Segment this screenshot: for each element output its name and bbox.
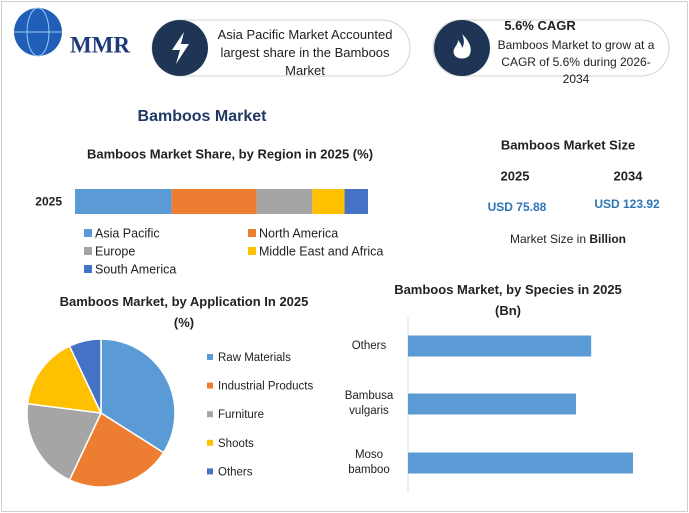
bar — [408, 452, 633, 474]
bar-segment — [256, 189, 313, 214]
flame-icon — [453, 34, 471, 59]
year: 2034 — [614, 168, 644, 183]
legend-swatch — [207, 439, 213, 446]
legend-swatch — [248, 247, 256, 255]
legend-label: Middle East and Africa — [259, 244, 383, 258]
legend-label: Others — [218, 466, 253, 478]
bolt-icon — [172, 32, 189, 64]
bar-segment — [344, 189, 368, 214]
legend-label: Europe — [95, 244, 135, 258]
year: 2025 — [501, 168, 530, 183]
size-unit: Billion — [589, 232, 626, 246]
chart-title: Bamboos Market, by Application In 2025 (… — [59, 294, 309, 330]
legend-label: South America — [95, 262, 176, 276]
highlight-text: Asia Pacific Market Accounted largest sh… — [217, 27, 393, 78]
category-label: Others — [351, 339, 387, 352]
legend-swatch — [84, 229, 92, 237]
legend-label: North America — [259, 226, 338, 240]
highlight-title: 5.6% CAGR — [504, 18, 576, 33]
legend-label: Asia Pacific — [95, 226, 160, 240]
legend-swatch — [207, 354, 213, 360]
y-tick-label: 2025 — [35, 195, 62, 209]
bar-segment — [171, 189, 257, 214]
legend-swatch — [207, 411, 213, 418]
legend-label: Raw Materials — [218, 352, 291, 364]
pie-slice — [68, 338, 102, 414]
logo-text: MMR — [70, 32, 130, 57]
size-note: Market Size in Billion — [510, 232, 626, 246]
legend-swatch — [248, 229, 256, 237]
legend-swatch — [84, 247, 92, 255]
size-title: Bamboos Market Size — [501, 137, 635, 152]
bar-segment — [75, 189, 172, 214]
legend-label: Industrial Products — [218, 381, 313, 393]
legend-label: Shoots — [218, 438, 254, 450]
pie-slice — [26, 402, 103, 481]
size-note-text: Market Size in — [510, 232, 586, 246]
legend-label: Furniture — [218, 409, 264, 421]
highlight-text: Bamboos Market to grow at a CAGR of 5.6%… — [497, 38, 655, 86]
legend-swatch — [207, 382, 213, 389]
category-label: Bambusa vulgaris — [344, 390, 394, 417]
size-value: USD 75.88 — [488, 200, 547, 214]
pie-slice — [26, 345, 103, 414]
legend-swatch — [207, 468, 213, 475]
chart-title: Bamboos Market, by Species in 2025 (Bn) — [394, 282, 622, 318]
bar-segment — [312, 189, 345, 214]
bar — [408, 335, 592, 357]
bar — [408, 393, 576, 415]
highlight-box — [432, 19, 670, 77]
chart-title: Bamboos Market Share, by Region in 2025 … — [87, 146, 373, 161]
category-label: Moso bamboo — [348, 449, 390, 476]
main-title: Bamboos Market — [138, 108, 268, 125]
size-value: USD 123.92 — [594, 197, 660, 211]
legend-swatch — [84, 265, 92, 273]
